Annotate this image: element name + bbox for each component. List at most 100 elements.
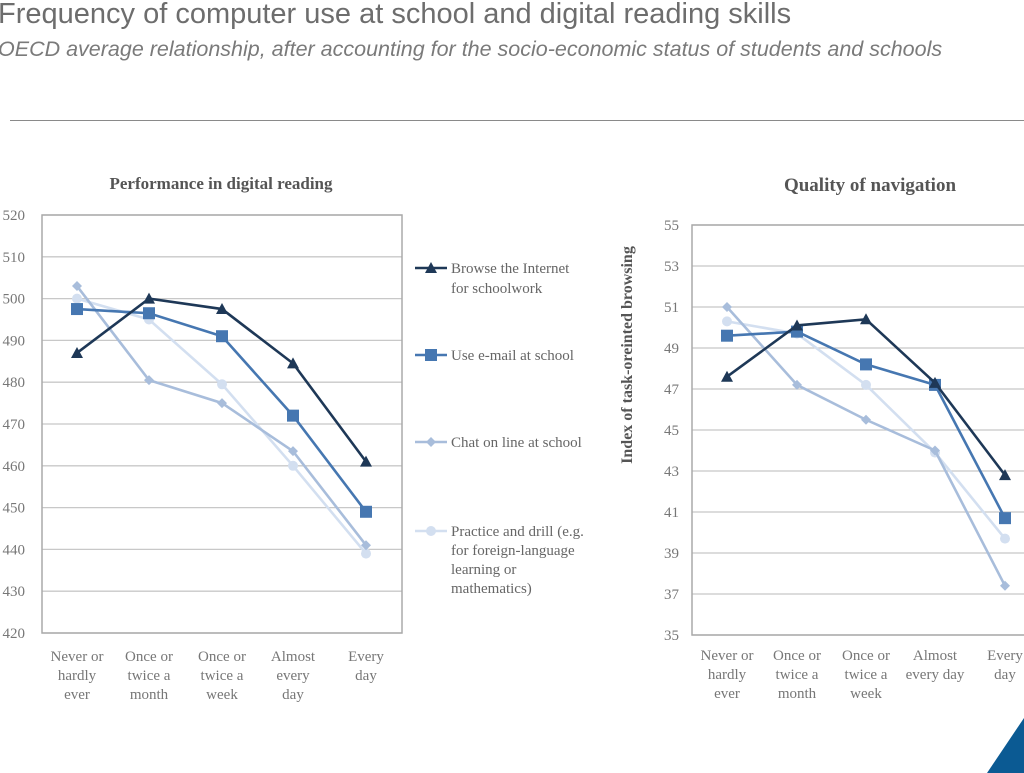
y-tick-label: 45 bbox=[664, 423, 679, 439]
series-line-browse bbox=[726, 317, 1007, 476]
x-tick-label-line: every bbox=[276, 668, 310, 684]
y-tick-label: 520 bbox=[3, 208, 26, 224]
x-tick-label-line: week bbox=[850, 686, 882, 702]
x-tick-label-line: Once or bbox=[773, 648, 821, 664]
x-tick-label: Almost every day bbox=[906, 648, 965, 683]
corner-accent-decoration bbox=[987, 718, 1024, 773]
x-tick-label: Never or hardly ever bbox=[701, 648, 754, 702]
legend-label: for schoolwork bbox=[451, 281, 543, 297]
legend-label: Practice and drill (e.g. bbox=[451, 524, 584, 540]
data-point-practice bbox=[861, 379, 871, 390]
data-point-browse bbox=[860, 313, 872, 325]
chart-0-plot-border bbox=[41, 214, 403, 634]
y-tick-label: 480 bbox=[3, 375, 26, 391]
page-title: Frequency of computer use at school and … bbox=[0, 0, 792, 30]
legend-marker-browse bbox=[425, 262, 437, 273]
title-divider bbox=[10, 120, 1024, 121]
data-point-browse bbox=[71, 346, 83, 358]
data-point-browse bbox=[791, 319, 803, 331]
chart-1-y-axis-label: Index of task-oreinted browsing bbox=[619, 246, 636, 464]
x-tick-label-line: Never or bbox=[701, 648, 754, 664]
data-point-chat bbox=[361, 540, 371, 551]
data-point-browse bbox=[287, 357, 299, 369]
data-point-practice bbox=[722, 316, 732, 327]
data-point-chat bbox=[144, 375, 154, 386]
y-tick-label: 35 bbox=[664, 628, 679, 644]
data-point-browse bbox=[721, 370, 733, 382]
data-point-practice bbox=[1000, 533, 1010, 544]
legend-marker-practice bbox=[426, 526, 436, 536]
y-tick-label: 450 bbox=[3, 501, 26, 517]
x-tick-label-line: Never or bbox=[51, 649, 104, 665]
data-point-email bbox=[360, 505, 372, 518]
legend-label: Chat on line at school bbox=[451, 435, 582, 451]
x-tick-label-line: month bbox=[778, 686, 817, 702]
x-tick-label-line: twice a bbox=[845, 667, 888, 683]
legend-marker-email bbox=[425, 349, 437, 361]
data-point-practice bbox=[72, 293, 82, 304]
y-tick-label: 51 bbox=[664, 300, 679, 316]
y-tick-label: 500 bbox=[3, 292, 26, 308]
data-point-email bbox=[71, 303, 83, 316]
y-tick-label: 43 bbox=[664, 464, 679, 480]
y-tick-label: 430 bbox=[3, 584, 26, 600]
x-tick-label-line: Almost bbox=[913, 648, 958, 664]
x-tick-label: Never or hardly ever bbox=[51, 649, 104, 703]
x-tick-label-line: day bbox=[994, 667, 1016, 683]
series-line-chat bbox=[75, 285, 368, 547]
data-point-email bbox=[216, 330, 228, 343]
data-point-chat bbox=[288, 446, 298, 457]
x-tick-label-line: hardly bbox=[708, 667, 747, 683]
x-tick-label-line: ever bbox=[64, 687, 90, 703]
legend-label: Use e-mail at school bbox=[451, 348, 574, 364]
series-line-chat bbox=[726, 306, 1007, 587]
x-tick-label-line: twice a bbox=[128, 668, 171, 684]
data-point-chat bbox=[217, 398, 227, 409]
data-point-browse bbox=[360, 455, 372, 467]
y-tick-label: 39 bbox=[664, 546, 679, 562]
x-tick-label-line: week bbox=[206, 687, 238, 703]
x-tick-label: Once or twice a week bbox=[842, 648, 890, 702]
data-point-email bbox=[287, 409, 299, 422]
legend-label: Browse the Internet bbox=[451, 261, 570, 277]
y-tick-label: 460 bbox=[3, 459, 26, 475]
x-tick-label: Once or twice a week bbox=[198, 649, 246, 703]
data-point-chat bbox=[861, 414, 871, 425]
y-tick-label: 470 bbox=[3, 417, 26, 433]
x-tick-label-line: hardly bbox=[58, 668, 97, 684]
y-tick-label: 53 bbox=[664, 259, 679, 275]
x-tick-label-line: twice a bbox=[776, 667, 819, 683]
x-tick-label-line: day bbox=[355, 668, 377, 684]
y-tick-label: 420 bbox=[3, 626, 26, 642]
data-point-email bbox=[860, 358, 872, 371]
x-tick-label: Once or twice a month bbox=[125, 649, 173, 703]
x-tick-label: Once or twice a month bbox=[773, 648, 821, 702]
chart-1-title: Quality of navigation bbox=[784, 175, 957, 196]
legend-label: learning or bbox=[451, 562, 516, 578]
page-subtitle: OECD average relationship, after account… bbox=[0, 37, 943, 61]
data-point-practice bbox=[217, 379, 227, 390]
data-point-email bbox=[143, 307, 155, 320]
y-tick-label: 37 bbox=[664, 587, 680, 603]
x-tick-label-line: Every bbox=[987, 648, 1023, 664]
y-tick-label: 49 bbox=[664, 341, 679, 357]
data-point-chat bbox=[722, 302, 732, 312]
legend-label: for foreign-language bbox=[451, 543, 575, 559]
data-point-chat bbox=[1000, 580, 1010, 591]
data-point-browse bbox=[929, 376, 941, 388]
data-point-email bbox=[721, 329, 733, 342]
x-tick-label: Almost every day bbox=[271, 649, 316, 703]
y-tick-label: 47 bbox=[664, 382, 680, 398]
chart-1-plot-border bbox=[691, 224, 1024, 636]
chart-0-title: Performance in digital reading bbox=[109, 174, 333, 193]
y-tick-label: 41 bbox=[664, 505, 679, 521]
data-point-browse bbox=[143, 292, 155, 304]
x-tick-label-line: Almost bbox=[271, 649, 316, 665]
data-point-chat bbox=[930, 445, 940, 456]
data-point-practice bbox=[288, 460, 298, 471]
x-tick-label-line: every day bbox=[906, 667, 965, 683]
x-tick-label-line: Once or bbox=[198, 649, 246, 665]
x-tick-label-line: Once or bbox=[125, 649, 173, 665]
x-tick-label: Every day bbox=[348, 649, 384, 684]
